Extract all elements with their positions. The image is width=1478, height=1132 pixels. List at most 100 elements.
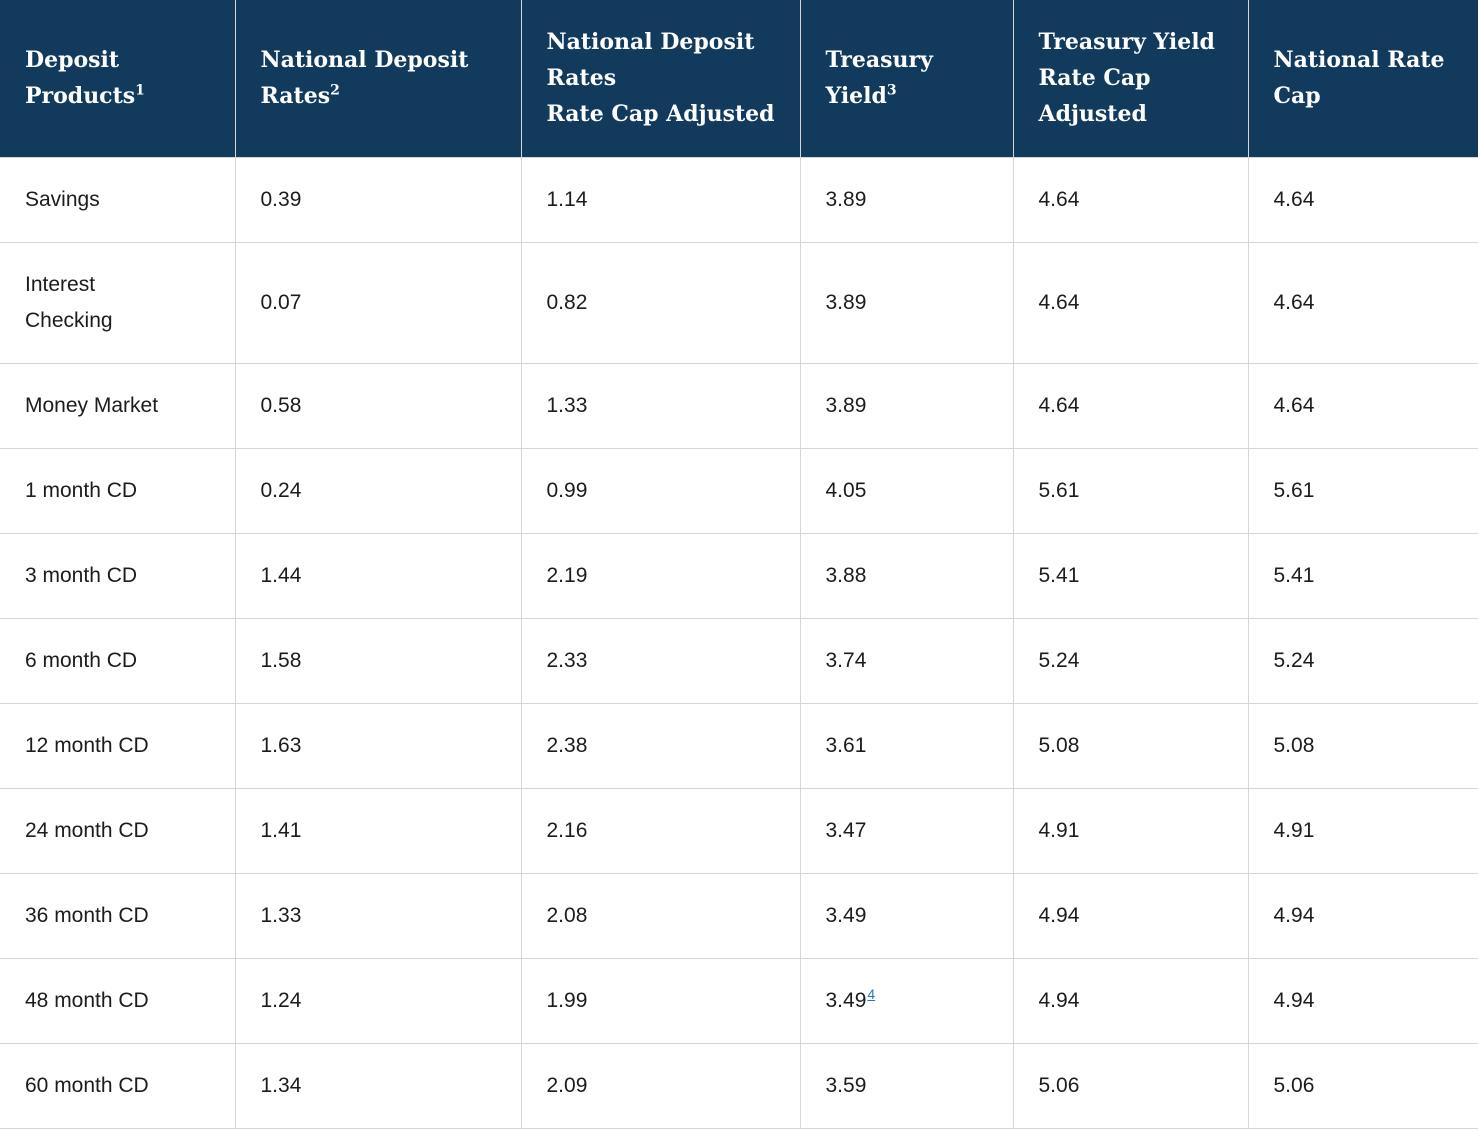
table-row: 48 month CD 1.24 1.99 3.494 4.94 4.94 <box>0 957 1478 1043</box>
rate-cell: 5.61 <box>1248 447 1478 533</box>
rate-cell: 5.06 <box>1248 1042 1478 1129</box>
table-row: 12 month CD 1.63 2.38 3.61 5.08 5.08 <box>0 702 1478 788</box>
rate-value: 4.64 <box>1038 187 1080 211</box>
rate-cell: 3.47 <box>800 787 1014 873</box>
product-cell: 12 month CD <box>0 702 236 788</box>
rate-value: 4.94 <box>1273 903 1315 927</box>
rate-value: 4.64 <box>1273 290 1315 314</box>
column-header-deposit-products: Deposit Products1 <box>0 0 236 157</box>
rate-cell: 1.41 <box>235 787 522 873</box>
rate-value: 1.58 <box>260 648 302 672</box>
rate-cell: 3.49 <box>800 872 1014 958</box>
table-body: Savings 0.39 1.14 3.89 4.64 4.64 Interest Chec… <box>0 156 1478 1129</box>
table-row: 36 month CD 1.33 2.08 3.49 4.94 4.94 <box>0 872 1478 958</box>
rate-value: 2.19 <box>546 563 588 587</box>
rate-cell: 0.58 <box>235 362 522 448</box>
rate-value: 3.49 <box>825 988 867 1012</box>
rate-value: 3.89 <box>825 393 867 417</box>
rate-value: 1.24 <box>260 988 302 1012</box>
rate-cell: 5.41 <box>1248 532 1478 618</box>
product-cell: 60 month CD <box>0 1042 236 1129</box>
rate-cell: 1.63 <box>235 702 522 788</box>
rate-value: 1.63 <box>260 733 302 757</box>
rate-cell: 2.09 <box>521 1042 801 1129</box>
rate-value: 3.47 <box>825 818 867 842</box>
rate-value: 0.82 <box>546 290 588 314</box>
rate-value: 4.91 <box>1273 818 1315 842</box>
rate-cell: 1.24 <box>235 957 522 1043</box>
rate-value: 1.99 <box>546 988 588 1012</box>
rate-cell: 3.88 <box>800 532 1014 618</box>
rate-cell: 4.64 <box>1248 241 1478 363</box>
rate-value: 4.64 <box>1273 187 1315 211</box>
rate-cell: 2.33 <box>521 617 801 703</box>
rate-cell: 2.19 <box>521 532 801 618</box>
rate-cell: 3.59 <box>800 1042 1014 1129</box>
rate-value: 5.41 <box>1273 563 1315 587</box>
product-cell: 24 month CD <box>0 787 236 873</box>
rate-value: 0.24 <box>260 478 302 502</box>
rate-value: 5.61 <box>1273 478 1315 502</box>
rate-cell: 4.64 <box>1013 241 1249 363</box>
rate-value: 3.88 <box>825 563 867 587</box>
rate-cell: 1.44 <box>235 532 522 618</box>
rate-cell: 2.08 <box>521 872 801 958</box>
table-header: Deposit Products1 National Deposit Rates… <box>0 0 1478 157</box>
rate-cell: 0.82 <box>521 241 801 363</box>
rate-value: 3.89 <box>825 187 867 211</box>
rate-value: 4.64 <box>1038 290 1080 314</box>
column-header-label: National Deposit Rates <box>260 47 469 110</box>
rate-value: 4.94 <box>1273 988 1315 1012</box>
rate-value: 5.06 <box>1273 1073 1315 1097</box>
table-row: Savings 0.39 1.14 3.89 4.64 4.64 <box>0 156 1478 242</box>
rate-value: 4.64 <box>1273 393 1315 417</box>
rate-cell: 0.99 <box>521 447 801 533</box>
rate-cell: 1.58 <box>235 617 522 703</box>
column-header-national-deposit-rates-cap-adjusted: National Deposit Rates Rate Cap Adjusted <box>521 0 801 157</box>
rate-cell: 5.08 <box>1013 702 1249 788</box>
rate-cell: 4.94 <box>1248 957 1478 1043</box>
rate-value: 4.91 <box>1038 818 1080 842</box>
rate-value: 1.33 <box>260 903 302 927</box>
rate-value: 5.08 <box>1273 733 1315 757</box>
rate-value: 2.16 <box>546 818 588 842</box>
table-row: Interest Checking 0.07 0.82 3.89 4.64 4.64 <box>0 241 1478 363</box>
rate-cell: 3.89 <box>800 241 1014 363</box>
rate-value: 2.33 <box>546 648 588 672</box>
rate-value: 3.49 <box>825 903 867 927</box>
product-cell: Savings <box>0 156 236 242</box>
rate-cell: 1.33 <box>521 362 801 448</box>
rate-value: 2.09 <box>546 1073 588 1097</box>
footnote-4-link[interactable]: 4 <box>867 985 876 1002</box>
rate-cell: 5.24 <box>1248 617 1478 703</box>
table-row: 3 month CD 1.44 2.19 3.88 5.41 5.41 <box>0 532 1478 618</box>
rate-cell: 0.39 <box>235 156 522 242</box>
header-row: Deposit Products1 National Deposit Rates… <box>0 0 1478 157</box>
column-header-treasury-yield-rate-cap-adjusted: Treasury Yield Rate Cap Adjusted <box>1013 0 1249 157</box>
rate-value: 3.61 <box>825 733 867 757</box>
rate-value: 0.39 <box>260 187 302 211</box>
rate-value: 4.94 <box>1038 903 1080 927</box>
table-row: 60 month CD 1.34 2.09 3.59 5.06 5.06 <box>0 1042 1478 1129</box>
rate-value: 5.24 <box>1273 648 1315 672</box>
footnote-1-marker: 1 <box>135 82 145 99</box>
rate-value: 1.14 <box>546 187 588 211</box>
column-header-label: National Deposit Rates Rate Cap Adjusted <box>546 29 775 128</box>
rate-value: 4.94 <box>1038 988 1080 1012</box>
rate-value: 3.89 <box>825 290 867 314</box>
rate-value: 3.74 <box>825 648 867 672</box>
rate-value: 1.33 <box>546 393 588 417</box>
rate-cell: 1.99 <box>521 957 801 1043</box>
rate-cell: 4.91 <box>1013 787 1249 873</box>
rate-cell: 4.94 <box>1248 872 1478 958</box>
rate-cell: 3.89 <box>800 156 1014 242</box>
rate-cell: 4.64 <box>1248 156 1478 242</box>
rate-value: 1.41 <box>260 818 302 842</box>
rate-value: 1.34 <box>260 1073 302 1097</box>
column-header-treasury-yield: Treasury Yield3 <box>800 0 1014 157</box>
table-row: 24 month CD 1.41 2.16 3.47 4.91 4.91 <box>0 787 1478 873</box>
rate-cell: 1.34 <box>235 1042 522 1129</box>
rate-cell: 1.14 <box>521 156 801 242</box>
product-cell: Interest Checking <box>0 241 236 363</box>
table-row: Money Market 0.58 1.33 3.89 4.64 4.64 <box>0 362 1478 448</box>
